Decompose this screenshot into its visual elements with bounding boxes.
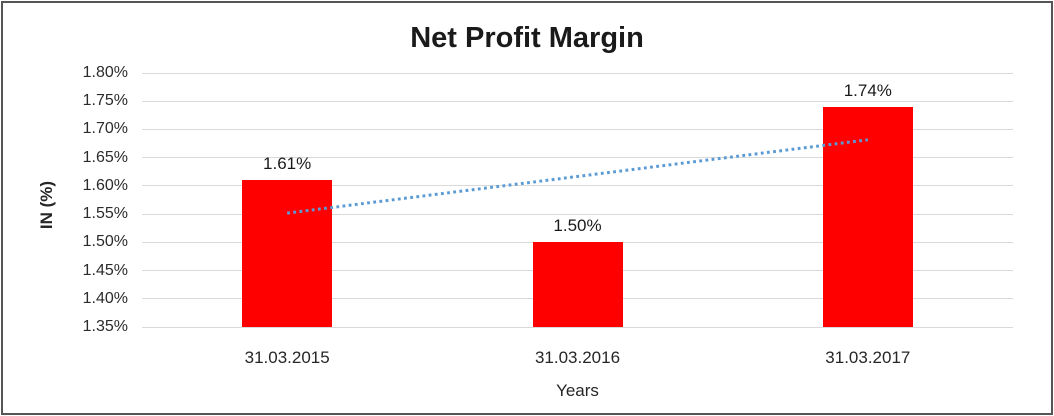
- gridline: [142, 128, 1013, 130]
- gridline: [142, 326, 1013, 328]
- y-tick-label: 1.40%: [82, 289, 128, 307]
- bar-31.03.2016: [532, 242, 623, 327]
- bar-data-label: 1.74%: [843, 80, 892, 100]
- chart-title: Net Profit Margin: [410, 22, 644, 54]
- plot-area: [142, 72, 1013, 328]
- y-tick-label: 1.70%: [82, 120, 128, 138]
- y-tick-label: 1.80%: [82, 64, 128, 81]
- x-tick-label: 31.03.2016: [534, 348, 621, 367]
- y-tick-label: 1.35%: [82, 318, 128, 335]
- gridline: [142, 100, 1013, 102]
- x-tick-label: 31.03.2015: [244, 348, 330, 367]
- bar-31.03.2015: [242, 180, 333, 327]
- y-tick-label: 1.65%: [82, 148, 128, 166]
- y-tick-label: 1.50%: [82, 233, 128, 251]
- gridline: [142, 72, 1013, 74]
- y-tick-label: 1.55%: [82, 205, 128, 223]
- bar-data-label: 1.50%: [553, 216, 602, 236]
- bar-data-label: 1.61%: [263, 154, 312, 174]
- x-tick-label: 31.03.2017: [825, 348, 911, 367]
- y-tick-label: 1.60%: [82, 176, 128, 194]
- x-axis-title: Years: [556, 381, 599, 400]
- y-tick-label: 1.75%: [82, 92, 128, 110]
- y-tick-label: 1.45%: [82, 261, 128, 279]
- bar-31.03.2017: [822, 106, 913, 327]
